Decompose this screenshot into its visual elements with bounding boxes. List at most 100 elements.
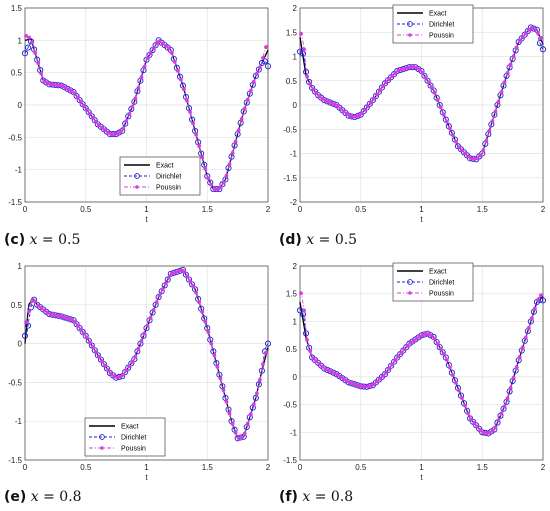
- poussin-marker: [236, 128, 241, 133]
- poussin-marker: [460, 396, 464, 401]
- poussin-marker: [118, 130, 123, 134]
- poussin-marker: [115, 131, 120, 136]
- poussin-marker: [469, 417, 474, 422]
- poussin-marker: [496, 418, 501, 423]
- poussin-marker: [523, 31, 528, 36]
- poussin-marker: [326, 99, 331, 104]
- poussin-marker: [185, 274, 189, 279]
- poussin-marker: [481, 148, 486, 153]
- poussin-marker: [139, 339, 144, 343]
- poussin-marker: [30, 40, 34, 45]
- poussin-marker: [30, 299, 34, 303]
- poussin-marker: [466, 411, 470, 416]
- poussin-marker: [236, 436, 241, 440]
- poussin-marker: [194, 290, 199, 295]
- poussin-marker: [69, 89, 74, 93]
- x-tick-label: 2: [266, 205, 271, 214]
- x-tick-label: 0: [298, 205, 303, 214]
- poussin-marker: [344, 111, 349, 116]
- y-tick-label: 1: [18, 262, 23, 271]
- poussin-marker: [508, 386, 513, 390]
- poussin-marker: [375, 92, 379, 97]
- poussin-marker: [429, 333, 434, 338]
- poussin-marker: [356, 383, 361, 388]
- poussin-marker: [523, 335, 528, 340]
- poussin-marker: [326, 368, 331, 373]
- poussin-marker: [206, 176, 211, 181]
- poussin-marker: [151, 46, 156, 51]
- poussin-marker: [54, 83, 59, 87]
- y-tick-label: -1: [15, 166, 23, 175]
- poussin-marker: [414, 65, 419, 70]
- poussin-marker: [384, 80, 388, 85]
- poussin-marker: [218, 185, 223, 190]
- poussin-marker: [242, 106, 247, 111]
- poussin-marker: [320, 96, 325, 101]
- poussin-marker: [372, 96, 376, 101]
- legend: Exact Dirichlet Poussin: [84, 417, 166, 457]
- poussin-marker: [145, 56, 150, 61]
- poussin-marker: [218, 376, 223, 381]
- poussin-marker: [505, 396, 510, 401]
- caption-rest: = 0.8: [38, 489, 82, 505]
- poussin-marker: [182, 269, 186, 274]
- poussin-marker: [63, 315, 68, 320]
- poussin-marker: [230, 151, 235, 155]
- poussin-marker: [435, 98, 440, 103]
- poussin-marker: [227, 162, 232, 167]
- poussin-marker: [356, 113, 361, 118]
- poussin-marker: [375, 379, 379, 384]
- poussin-marker: [121, 126, 126, 131]
- poussin-marker: [209, 341, 214, 346]
- y-tick-label: -0.5: [283, 401, 297, 410]
- poussin-marker: [78, 327, 83, 332]
- poussin-marker: [84, 335, 89, 340]
- legend-label: Exact: [429, 269, 447, 276]
- poussin-marker: [499, 411, 504, 416]
- y-tick-label: 1.5: [286, 290, 298, 299]
- caption-tag: (f): [279, 489, 298, 505]
- poussin-marker: [157, 293, 162, 298]
- poussin-marker: [514, 365, 519, 370]
- x-tick-label: 2: [541, 463, 546, 472]
- poussin-marker: [335, 372, 340, 377]
- legend-label: Exact: [121, 424, 139, 431]
- poussin-marker: [72, 319, 77, 324]
- poussin-marker: [87, 111, 92, 116]
- caption-var: x: [306, 232, 315, 248]
- poussin-marker: [106, 130, 110, 135]
- poussin-marker: [338, 374, 343, 379]
- poussin-marker: [27, 35, 31, 40]
- poussin-marker: [63, 85, 68, 90]
- poussin-marker: [472, 157, 477, 161]
- poussin-marker: [69, 317, 74, 322]
- poussin-marker: [160, 287, 165, 292]
- dirichlet-marker: [264, 340, 272, 347]
- poussin-marker: [154, 300, 159, 305]
- legend-marker-poussin: [135, 185, 139, 189]
- poussin-marker: [133, 354, 138, 359]
- y-tick-label: -1.5: [8, 198, 22, 207]
- poussin-marker: [42, 79, 47, 83]
- y-tick-label: 0: [293, 101, 298, 110]
- y-tick-label: 0.5: [286, 77, 298, 86]
- poussin-marker: [539, 293, 543, 298]
- poussin-marker: [317, 362, 322, 366]
- poussin-marker: [166, 46, 171, 51]
- poussin-marker: [368, 383, 373, 388]
- poussin-marker: [157, 39, 162, 44]
- poussin-marker: [175, 269, 180, 274]
- poussin-marker: [384, 370, 388, 375]
- poussin-marker: [508, 62, 513, 67]
- y-tick-label: -1.5: [283, 174, 297, 183]
- poussin-marker: [526, 325, 531, 330]
- poussin-marker: [362, 384, 367, 389]
- poussin-marker: [106, 368, 110, 373]
- poussin-marker: [432, 90, 437, 95]
- poussin-marker: [441, 352, 446, 356]
- caption-rest: = 0.8: [310, 489, 354, 505]
- poussin-marker: [450, 133, 455, 138]
- poussin-marker: [133, 96, 138, 101]
- poussin-marker: [27, 309, 31, 314]
- poussin-marker: [466, 154, 470, 159]
